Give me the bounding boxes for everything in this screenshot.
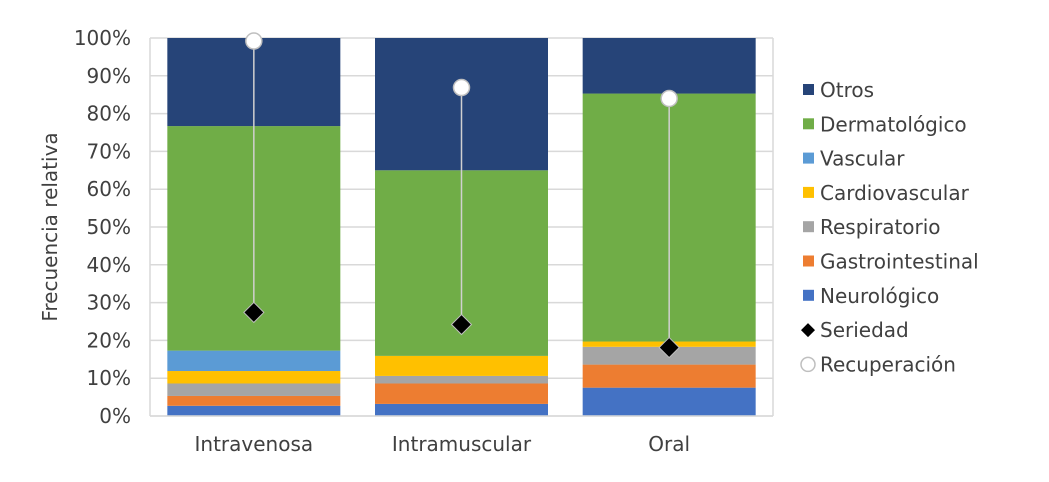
y-tick-label: 80% <box>87 102 131 126</box>
legend-label: Respiratorio <box>820 215 941 239</box>
bar-segment-Respiratorio <box>375 375 548 384</box>
bar-segment-Cardiovascular <box>167 371 341 384</box>
bar-segment-Cardiovascular <box>375 355 548 376</box>
bar-segment-Gastrointestinal <box>375 383 548 404</box>
recuperacion-marker <box>245 32 263 50</box>
legend: Otros Dermatológico Vascular Cardiovascular… <box>800 78 979 376</box>
legend-swatch <box>803 84 814 95</box>
y-tick-label: 10% <box>87 366 131 390</box>
y-tick-label: 30% <box>87 291 131 315</box>
legend-swatch <box>803 152 814 164</box>
y-tick-label: 0% <box>99 404 131 428</box>
y-tick-label: 50% <box>87 215 131 239</box>
legend-swatch <box>803 118 814 130</box>
legend-swatch <box>803 186 814 198</box>
bar-segment-Otros <box>582 38 756 94</box>
legend-diamond-icon <box>801 323 815 338</box>
y-axis-label: Frecuencia relativa <box>38 132 62 321</box>
bar-segment-Respiratorio <box>167 383 341 396</box>
seriedad-marker <box>243 301 265 324</box>
bar-segment-Neurológico <box>375 403 548 416</box>
legend-label: Cardiovascular <box>820 181 970 205</box>
legend-circle-icon <box>800 356 816 373</box>
y-tick-label: 60% <box>87 177 131 201</box>
markers <box>243 32 680 359</box>
y-tick-label: 90% <box>87 64 131 88</box>
y-tick-label: 100% <box>74 26 131 50</box>
legend-swatch <box>803 289 814 301</box>
legend-label: Gastrointestinal <box>820 250 979 274</box>
legend-label: Neurológico <box>820 284 939 308</box>
axes: 0% 10% 20% 30% 40% 50% 60% 70% 80% 90% 100% Intrave… <box>74 26 774 456</box>
seriedad-marker <box>658 336 680 359</box>
legend-label: Otros <box>820 78 874 102</box>
bar-segment-Neurológico <box>167 405 341 416</box>
seriedad-marker <box>450 313 473 336</box>
bar-segment-Neurológico <box>582 387 756 416</box>
bar-segment-Gastrointestinal <box>582 364 756 388</box>
y-tick-label: 40% <box>87 253 131 277</box>
legend-swatch <box>803 255 814 267</box>
bar-segment-Vascular <box>167 350 341 372</box>
y-tick-label: 20% <box>87 328 131 352</box>
legend-label: Vascular <box>820 147 905 171</box>
y-tick-label: 70% <box>87 139 131 163</box>
x-tick-label: Intravenosa <box>195 432 314 456</box>
legend-label: Seriedad <box>820 318 909 342</box>
bar-segment-Gastrointestinal <box>167 395 341 406</box>
x-tick-label: Oral <box>648 432 690 456</box>
recuperacion-marker <box>660 89 678 108</box>
legend-swatch <box>803 221 814 233</box>
recuperacion-marker <box>452 78 471 97</box>
legend-label: Recuperación <box>820 352 956 376</box>
legend-label: Dermatológico <box>820 112 967 136</box>
x-tick-label: Intramuscular <box>392 432 532 456</box>
